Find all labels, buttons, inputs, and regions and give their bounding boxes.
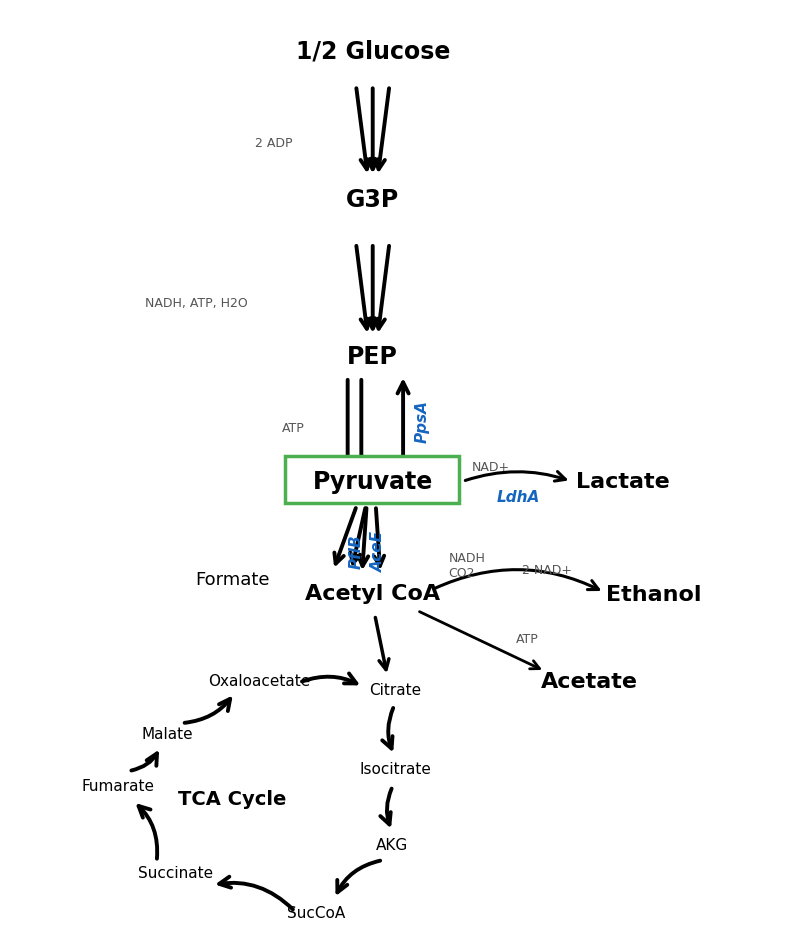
Text: ATP: ATP (516, 634, 538, 646)
Text: AKG: AKG (376, 838, 408, 853)
Text: NAD+: NAD+ (471, 461, 509, 474)
Text: Ethanol: Ethanol (606, 586, 702, 605)
Text: NADH, ATP, H2O: NADH, ATP, H2O (145, 297, 248, 310)
Text: AceE: AceE (371, 532, 386, 572)
Text: 2 ADP: 2 ADP (255, 137, 293, 150)
Text: 1/2 Glucose: 1/2 Glucose (296, 39, 450, 63)
Text: Pyruvate: Pyruvate (312, 470, 433, 494)
Text: PflB: PflB (349, 534, 364, 569)
Text: PEP: PEP (347, 345, 398, 369)
Text: Fumarate: Fumarate (81, 779, 155, 794)
Text: Acetyl CoA: Acetyl CoA (305, 584, 441, 604)
Text: ATP: ATP (282, 422, 305, 435)
Text: LdhA: LdhA (497, 490, 540, 504)
Text: Succinate: Succinate (138, 866, 213, 881)
Text: Acetate: Acetate (540, 672, 638, 692)
Text: 2 NAD+: 2 NAD+ (522, 564, 573, 577)
Text: TCA Cycle: TCA Cycle (178, 790, 286, 809)
FancyBboxPatch shape (286, 456, 459, 502)
Text: Lactate: Lactate (577, 472, 670, 492)
Text: PpsA: PpsA (414, 400, 430, 444)
Text: NADH
CO2: NADH CO2 (448, 552, 486, 580)
Text: SucCoA: SucCoA (286, 906, 345, 920)
Text: Isocitrate: Isocitrate (360, 762, 431, 778)
Text: Formate: Formate (195, 570, 270, 588)
Text: Malate: Malate (142, 727, 194, 742)
Text: Citrate: Citrate (369, 683, 422, 698)
Text: Oxaloacetate: Oxaloacetate (208, 674, 310, 689)
Text: G3P: G3P (346, 187, 399, 212)
